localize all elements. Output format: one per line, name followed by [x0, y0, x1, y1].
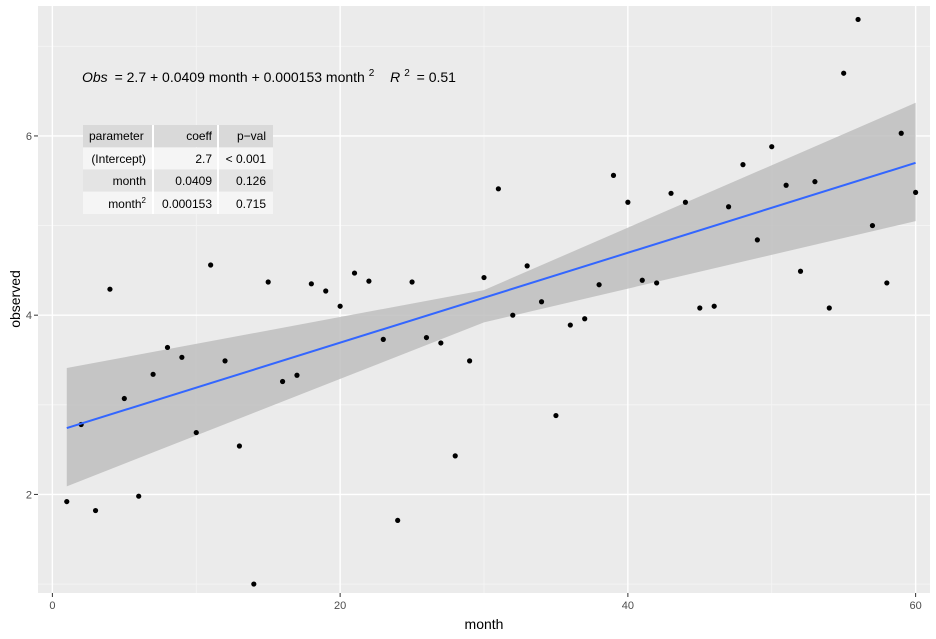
- data-point: [222, 358, 228, 364]
- equation-lhs: Obs: [82, 69, 108, 85]
- data-point: [92, 507, 99, 514]
- table-cell-coeff: 2.7: [195, 152, 212, 166]
- data-point: [711, 303, 717, 309]
- data-point: [898, 130, 904, 136]
- data-point: [236, 443, 243, 449]
- x-axis-title: month: [465, 616, 504, 632]
- x-tick-label: 20: [334, 600, 346, 612]
- table-cell-parameter-exponent: 2: [142, 196, 147, 205]
- r2-exponent: 2: [404, 68, 410, 79]
- data-point: [553, 412, 559, 419]
- regression-line: [66, 161, 916, 430]
- data-point: [884, 280, 890, 286]
- data-point: [596, 282, 602, 288]
- data-point: [582, 316, 588, 322]
- table-row-bg: [83, 148, 273, 169]
- equation-rhs: = 2.7 + 0.0409 month + 0.000153 month: [115, 69, 365, 85]
- data-point: [438, 340, 444, 346]
- data-point: [826, 305, 832, 311]
- x-tick-label: 0: [49, 600, 55, 612]
- data-point: [164, 344, 171, 351]
- table-cell-parameter-base: month: [108, 197, 141, 211]
- data-point: [366, 278, 372, 284]
- equation-label: Obs = 2.7 + 0.0409 month + 0.000153 mont…: [82, 63, 456, 85]
- data-point: [265, 279, 271, 285]
- data-point: [294, 372, 300, 378]
- data-point: [150, 371, 156, 377]
- data-point: [538, 299, 545, 305]
- data-point: [395, 517, 401, 524]
- data-point: [64, 498, 70, 505]
- table-header-coeff: coeff: [186, 129, 212, 143]
- data-point: [409, 279, 415, 285]
- data-point: [251, 581, 257, 587]
- r2-value: = 0.51: [417, 69, 457, 85]
- data-point: [524, 263, 530, 269]
- data-point: [323, 288, 329, 294]
- data-point: [121, 395, 127, 402]
- data-point: [625, 199, 631, 205]
- data-point: [783, 182, 789, 188]
- table-row-bg: [83, 192, 273, 214]
- data-point: [452, 453, 458, 459]
- table-header-bg: [83, 125, 273, 147]
- y-tick-label: 2: [26, 489, 32, 501]
- data-point: [639, 277, 645, 283]
- data-point: [769, 144, 775, 150]
- table-cell-parameter: month: [113, 174, 146, 188]
- data-point: [610, 172, 617, 178]
- data-point: [913, 189, 919, 196]
- data-point: [193, 429, 199, 436]
- data-points: [64, 16, 919, 587]
- y-tick-label: 6: [26, 131, 32, 143]
- data-point: [337, 303, 343, 309]
- data-point: [754, 237, 760, 243]
- x-tick-label: 60: [909, 600, 921, 612]
- data-point: [351, 270, 358, 276]
- x-axis-ticks: 0 20 40 60: [49, 593, 922, 612]
- table-cell-pval: < 0.001: [226, 152, 267, 166]
- data-point: [179, 354, 185, 360]
- data-point: [812, 179, 818, 185]
- data-point: [308, 281, 314, 287]
- data-point: [481, 274, 487, 281]
- table-cell-coeff: 0.000153: [162, 197, 212, 211]
- data-point: [136, 493, 142, 499]
- equation-exponent: 2: [369, 68, 375, 79]
- table-cell-parameter: (Intercept): [91, 152, 146, 166]
- data-point: [797, 268, 804, 274]
- data-point: [740, 162, 746, 168]
- data-point: [869, 222, 876, 229]
- data-point: [495, 186, 501, 192]
- data-point: [668, 190, 674, 196]
- data-point: [279, 378, 286, 385]
- x-tick-label: 40: [622, 600, 634, 612]
- data-point: [697, 305, 703, 311]
- table-cell-pval: 0.715: [236, 197, 266, 211]
- data-point: [654, 280, 660, 286]
- data-point: [682, 199, 689, 205]
- table-cell-coeff: 0.0409: [175, 174, 212, 188]
- y-tick-label: 4: [26, 310, 32, 322]
- table-cell-pval: 0.126: [236, 174, 266, 188]
- y-axis-ticks: 2 4 6: [26, 131, 38, 501]
- data-point: [841, 70, 847, 76]
- coefficient-table: parameter coeff p−val (Intercept) 2.7 < …: [83, 125, 273, 214]
- data-point: [855, 16, 861, 23]
- data-point: [467, 358, 473, 364]
- data-point: [423, 334, 430, 341]
- table-cell-parameter: month2: [108, 196, 146, 211]
- data-point: [380, 336, 386, 342]
- table-row-bg: [83, 170, 273, 191]
- table-header-parameter: parameter: [89, 129, 144, 143]
- y-axis-title: observed: [7, 270, 23, 328]
- r2-label: R: [390, 69, 400, 85]
- data-point: [567, 322, 573, 328]
- data-point: [725, 204, 732, 210]
- data-point: [107, 286, 113, 292]
- table-header-pval: p−val: [237, 129, 266, 143]
- data-point: [510, 312, 516, 318]
- data-point: [208, 262, 214, 268]
